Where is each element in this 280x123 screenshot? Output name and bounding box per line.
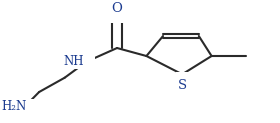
Text: H₂N: H₂N	[12, 100, 38, 113]
Text: O: O	[112, 8, 122, 21]
Text: O: O	[112, 2, 122, 15]
Text: NH: NH	[74, 55, 94, 68]
Text: H₂N: H₂N	[1, 100, 26, 113]
Text: S: S	[178, 73, 187, 86]
Text: S: S	[178, 79, 187, 92]
Text: NH: NH	[63, 55, 84, 68]
